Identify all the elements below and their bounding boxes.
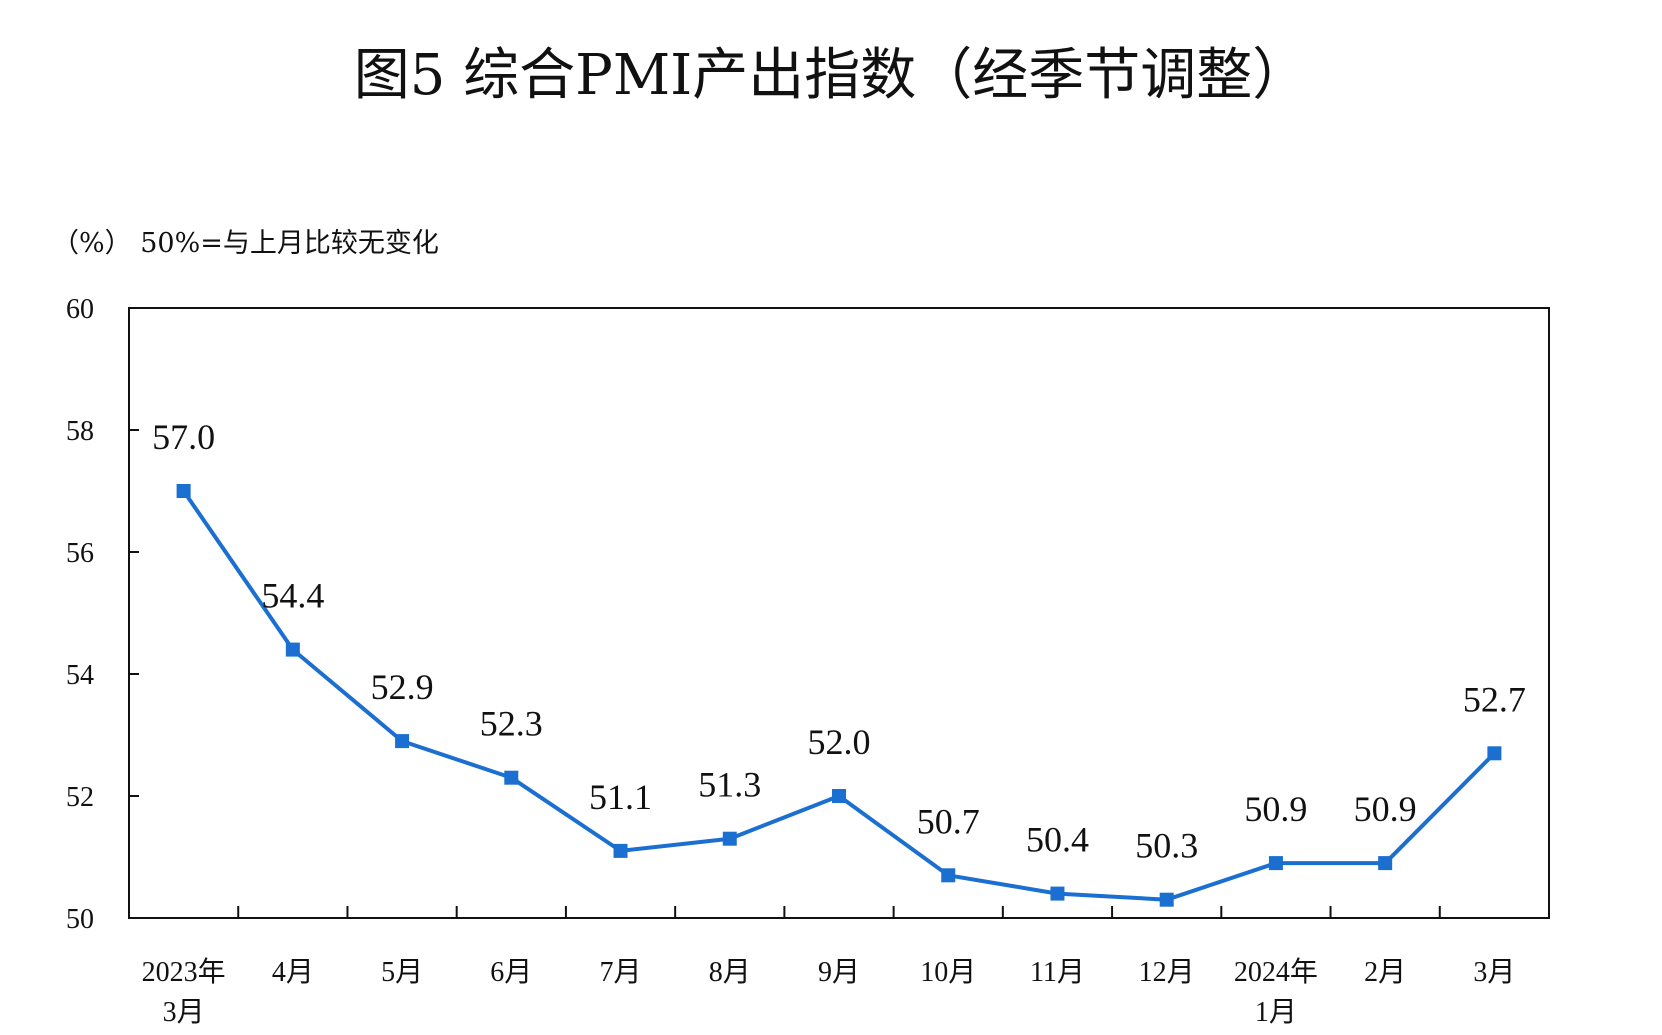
data-label: 51.1 [589,777,652,817]
x-tick-label: 8月 [709,957,751,988]
data-point [722,831,737,846]
data-point [1487,746,1502,761]
y-tick-label: 56 [66,538,94,569]
data-point [941,868,956,883]
data-point [1378,856,1393,871]
data-point [1159,892,1174,907]
x-tick-label: 5月 [381,957,423,988]
data-label: 52.3 [480,704,543,744]
data-point [1050,886,1065,901]
data-label: 50.9 [1354,789,1417,829]
x-tick-label: 1月 [1255,997,1297,1028]
data-label: 50.4 [1026,820,1089,860]
x-tick-label: 2024年 [1234,956,1318,988]
x-tick-label: 9月 [818,957,860,988]
data-point [504,770,519,785]
x-tick-label: 2月 [1364,957,1406,988]
x-tick-label: 10月 [920,957,976,988]
y-tick-label: 60 [66,294,94,325]
x-tick-label: 3月 [163,997,205,1028]
data-label: 54.4 [261,576,324,616]
plot-frame [128,307,1550,919]
unit-note: （%） 50%=与上月比较无变化 [52,228,439,259]
data-label: 52.7 [1463,679,1526,719]
data-label: 57.0 [152,417,215,457]
chart-title: 图5 综合PMI产出指数（经季节调整） [354,43,1309,108]
data-point [832,789,846,803]
data-label: 50.7 [917,801,980,841]
x-tick-label: 7月 [600,957,642,988]
data-point [1268,856,1283,871]
y-tick-label: 50 [66,904,94,935]
series-markers [176,484,1502,907]
x-tick-label: 6月 [490,957,532,988]
y-tick-label: 52 [66,782,94,813]
data-point [176,484,191,498]
data-label: 51.3 [698,765,761,805]
data-label: 50.3 [1135,826,1198,866]
x-tick-label: 11月 [1030,957,1085,988]
data-label: 52.0 [808,722,871,762]
x-tick-label: 12月 [1139,957,1195,988]
y-tick-label: 58 [66,416,94,447]
x-tick-label: 2023年 [142,956,226,988]
y-tick-label: 54 [66,660,94,691]
y-axis: 50 52 54 56 58 60 [66,294,139,935]
data-labels: 57.0 54.4 52.9 52.3 51.1 51.3 52.0 50.7 50.4 50.3… [152,417,1526,866]
data-label: 52.9 [371,667,434,707]
data-label: 50.9 [1244,789,1307,829]
data-point [613,843,628,858]
data-point [395,734,410,749]
x-axis: 2023年 3月 4月 5月 6月 7月 8月 9月 10月 11月 12月 2024年 1月 2月 3月 [142,906,1515,1028]
x-tick-label: 3月 [1473,957,1515,988]
x-tick-label: 4月 [272,957,314,988]
data-point [285,642,300,657]
